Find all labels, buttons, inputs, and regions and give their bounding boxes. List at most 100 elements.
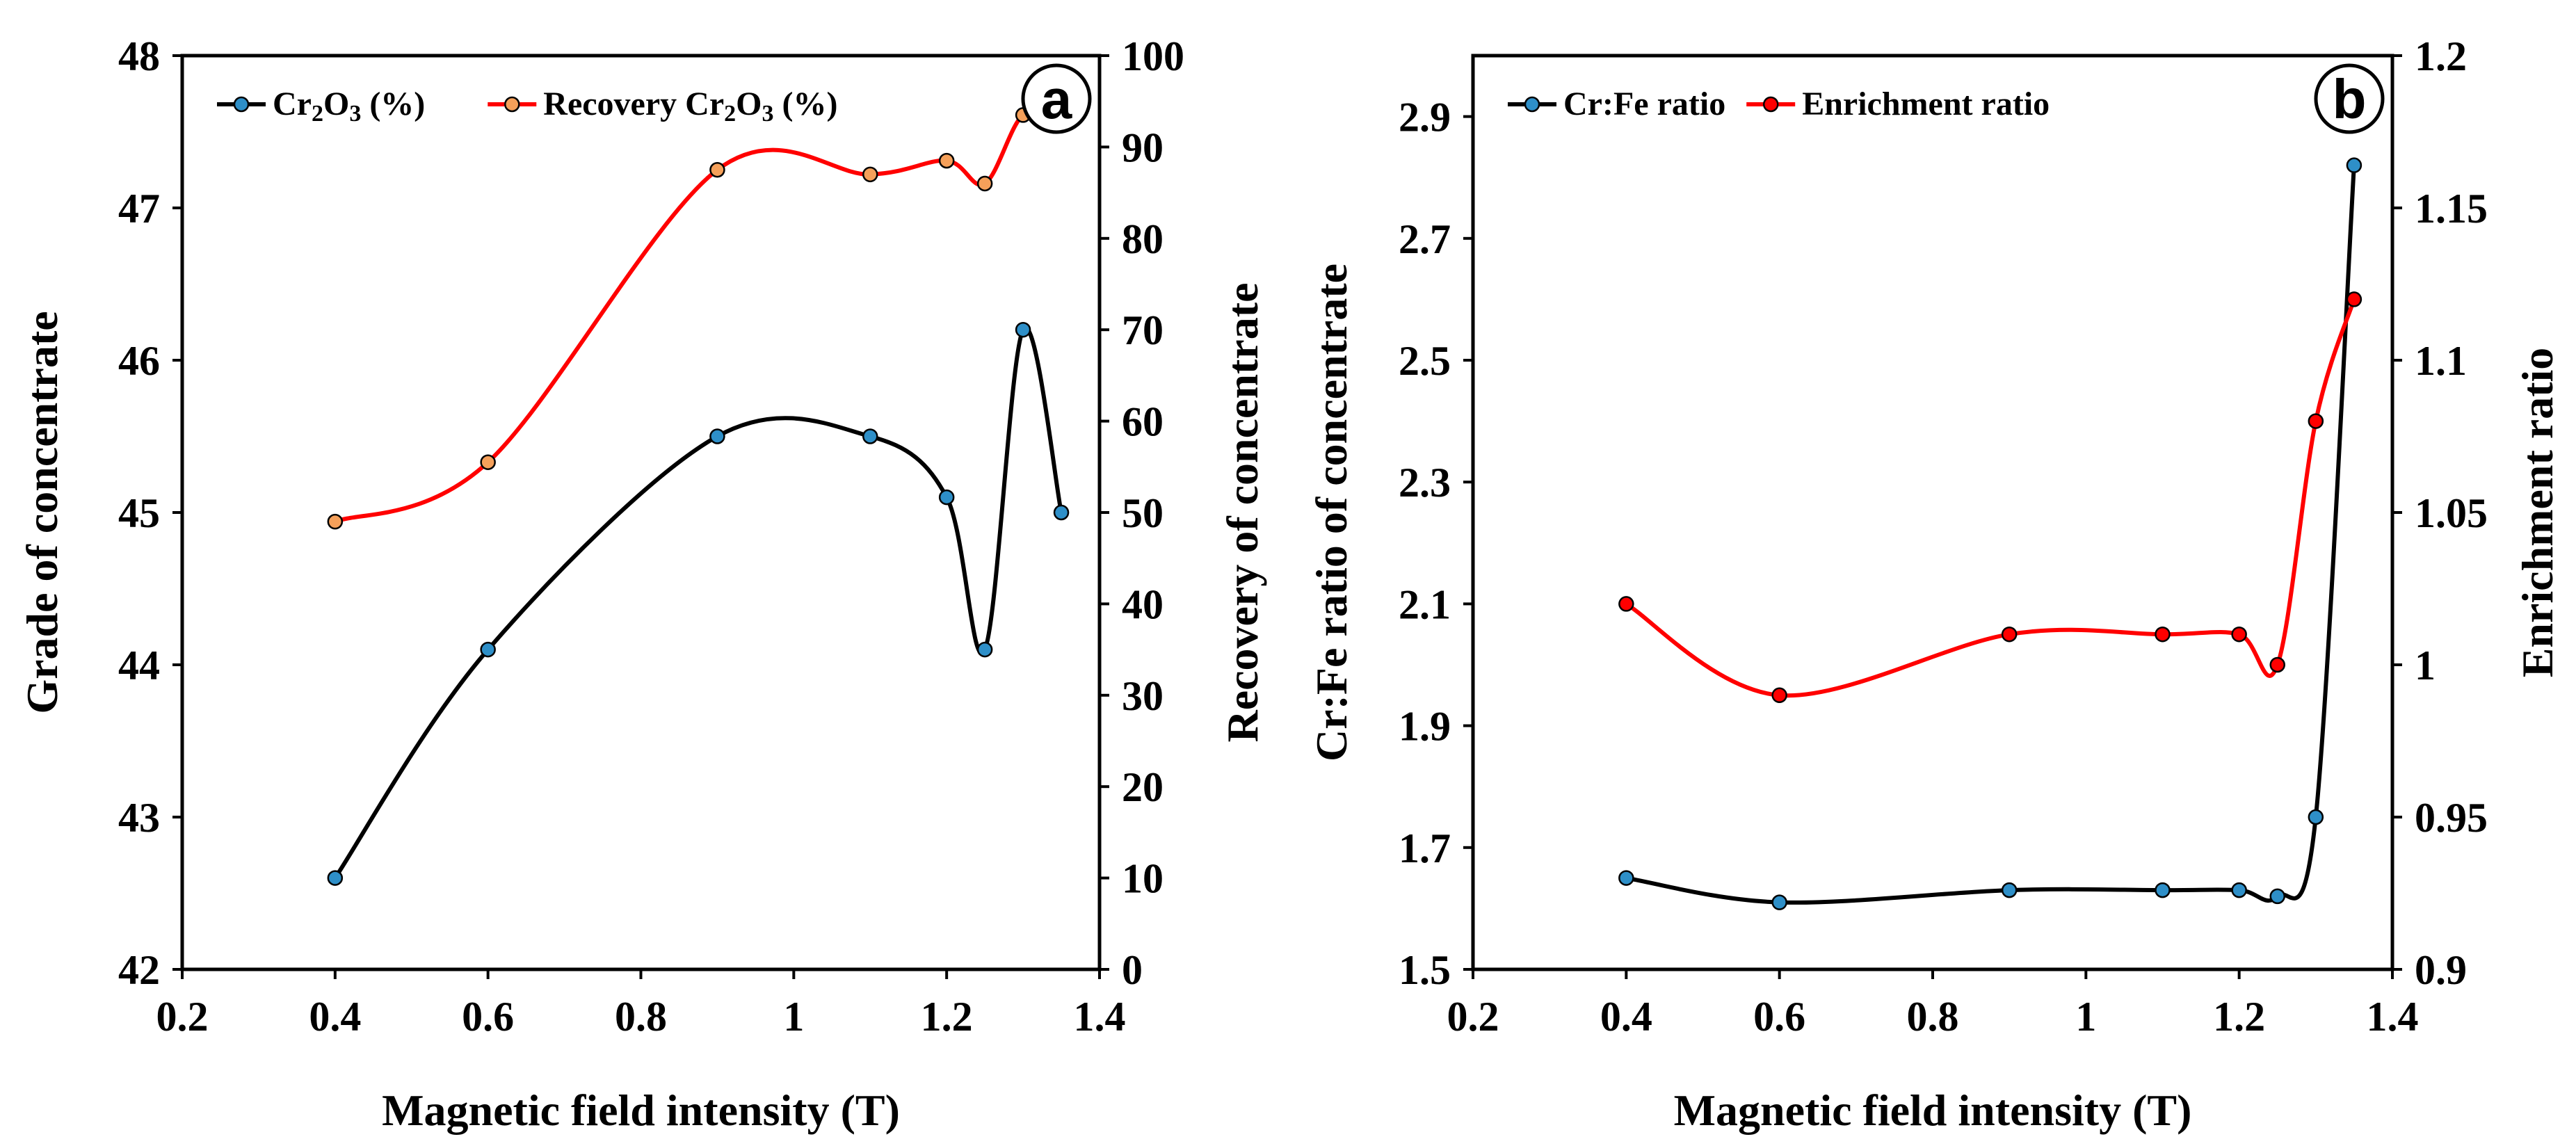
data-point xyxy=(327,870,344,886)
y-tick-label: 47 xyxy=(118,186,160,232)
series-line-0 xyxy=(1625,165,2356,905)
legend-label: Cr2O3 (%) xyxy=(273,86,425,127)
x-tick-label: 0.4 xyxy=(309,994,361,1040)
y-tick-label: 2.3 xyxy=(1399,460,1451,506)
data-point xyxy=(2269,888,2285,905)
y-tick-label: 2.5 xyxy=(1399,338,1451,384)
y-right-axis-title: Enrichment ratio xyxy=(2513,348,2562,678)
panel-label-badge xyxy=(1021,63,1092,134)
x-tick-label: 0.2 xyxy=(1447,994,1499,1040)
panel-label: a xyxy=(1041,68,1072,130)
x-tick-label: 0.8 xyxy=(615,994,667,1040)
y-tick-label: 43 xyxy=(118,795,160,841)
data-point xyxy=(480,641,496,658)
y-tick-label: 1.9 xyxy=(1399,704,1451,750)
data-point xyxy=(976,641,993,658)
legend-label: Enrichment ratio xyxy=(1802,86,2050,122)
y-tick-label: 1.7 xyxy=(1399,825,1451,871)
y-tick-label: 48 xyxy=(118,33,160,79)
legend-label-part: 2 xyxy=(724,101,736,127)
data-point xyxy=(938,489,955,506)
y-tick-label: 44 xyxy=(118,643,160,688)
series-line-0 xyxy=(333,325,1063,880)
y-right-tick-label: 1 xyxy=(2415,643,2436,688)
y-right-tick-label: 1.15 xyxy=(2415,186,2488,232)
y-right-tick-label: 20 xyxy=(1122,764,1164,810)
y-right-tick-label: 30 xyxy=(1122,673,1164,719)
legend-swatch-marker xyxy=(1762,96,1779,113)
panel-label-badge xyxy=(2314,63,2385,134)
y-right-tick-label: 50 xyxy=(1122,490,1164,536)
data-point xyxy=(2231,882,2247,898)
x-tick-label: 1 xyxy=(783,994,804,1040)
legend-label: Cr:Fe ratio xyxy=(1563,86,1725,122)
legend-label-part: O xyxy=(736,86,762,122)
legend-swatch-marker xyxy=(1524,96,1540,113)
y-tick-label: 2.9 xyxy=(1399,95,1451,140)
legend-label: Recovery Cr2O3 (%) xyxy=(543,86,837,127)
data-point xyxy=(2346,157,2362,173)
y-tick-label: 46 xyxy=(118,338,160,384)
legend: Cr2O3 (%) Recovery Cr2O3 (%) xyxy=(217,86,837,127)
data-point xyxy=(480,454,496,470)
series-line-1 xyxy=(334,110,1063,524)
y-right-tick-label: 40 xyxy=(1122,581,1164,627)
data-point xyxy=(709,428,725,444)
data-point xyxy=(2308,809,2324,825)
legend-label-part: Cr:Fe ratio xyxy=(1563,86,1725,122)
x-axis-title: Magnetic field intensity (T) xyxy=(1674,1086,2192,1135)
y-tick-label: 2.7 xyxy=(1399,216,1451,262)
data-point xyxy=(1771,687,1787,704)
data-point xyxy=(2231,626,2247,643)
legend-swatch-marker xyxy=(504,96,520,113)
data-point xyxy=(1015,321,1031,338)
x-tick-label: 1.2 xyxy=(921,994,973,1040)
legend-label-part: 3 xyxy=(762,101,773,127)
y-right-axis-title: Recovery of concentrate xyxy=(1218,283,1267,743)
data-point xyxy=(2308,413,2324,429)
panel-label: b xyxy=(2333,68,2367,130)
data-point xyxy=(327,513,344,530)
y-right-tick-label: 1.1 xyxy=(2415,338,2467,384)
legend-label-part: Recovery Cr xyxy=(543,86,724,122)
y-right-tick-label: 90 xyxy=(1122,124,1164,170)
y-right-tick-label: 60 xyxy=(1122,399,1164,445)
legend-swatch-marker xyxy=(233,96,250,113)
legend-label-part: (%) xyxy=(773,86,837,122)
data-point xyxy=(2346,291,2362,307)
y-tick-label: 2.1 xyxy=(1399,581,1451,627)
plot-frame xyxy=(180,54,1102,971)
y-right-tick-label: 70 xyxy=(1122,307,1164,353)
legend-label-part: 3 xyxy=(349,101,361,127)
data-point xyxy=(709,162,725,178)
x-tick-label: 1.4 xyxy=(2367,994,2419,1040)
data-point xyxy=(938,152,955,169)
y-right-tick-label: 10 xyxy=(1122,856,1164,902)
chart-panel-a: 0.2 0.4 0.6 0.8 1 1.2 1.4 42 43 44 45 46 47 48 0 10 20 30… xyxy=(17,33,1267,1135)
data-point xyxy=(2269,656,2285,673)
x-tick-label: 0.8 xyxy=(1907,994,1959,1040)
data-point xyxy=(976,175,993,192)
y-tick-label: 45 xyxy=(118,490,160,536)
legend-label-part: Cr xyxy=(273,86,312,122)
data-point xyxy=(1771,894,1787,910)
data-point xyxy=(2155,626,2171,643)
y-tick-label: 42 xyxy=(118,947,160,993)
legend-label-part: O xyxy=(323,86,349,122)
y-right-tick-label: 80 xyxy=(1122,216,1164,262)
x-tick-label: 1.2 xyxy=(2213,994,2265,1040)
y-right-tick-label: 100 xyxy=(1122,33,1184,79)
data-point xyxy=(2001,882,2018,898)
legend-label-part: 2 xyxy=(312,101,323,127)
legend-label-part: Enrichment ratio xyxy=(1802,86,2050,122)
plot-frame xyxy=(1471,54,2394,971)
y-axis-title: Cr:Fe ratio of concentrate xyxy=(1307,264,1356,761)
y-right-tick-label: 0 xyxy=(1122,947,1143,993)
x-tick-label: 0.6 xyxy=(1753,994,1805,1040)
y-right-tick-label: 0.9 xyxy=(2415,947,2467,993)
x-axis-title: Magnetic field intensity (T) xyxy=(382,1086,900,1135)
legend-label-part: (%) xyxy=(361,86,425,122)
x-tick-label: 0.2 xyxy=(156,994,209,1040)
y-right-tick-label: 1.2 xyxy=(2415,33,2467,79)
